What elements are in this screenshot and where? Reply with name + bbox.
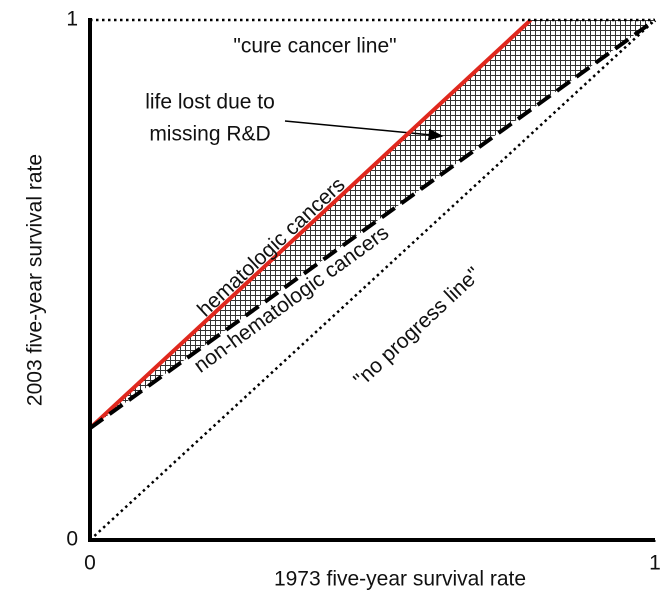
annotation: life lost due to	[145, 91, 275, 114]
x-tick-label: 1	[649, 552, 661, 575]
series-label: "cure cancer line"	[233, 35, 396, 58]
series-line	[88, 18, 533, 430]
series-line	[89, 19, 656, 541]
series-line	[88, 18, 657, 430]
annotation: missing R&D	[149, 123, 270, 146]
y-axis-label: 2003 five-year survival rate	[24, 154, 47, 406]
y-tick-label: 0	[66, 528, 78, 551]
x-axis-label: 1973 five-year survival rate	[274, 568, 526, 591]
x-tick-label: 0	[84, 552, 96, 575]
y-tick-label: 1	[66, 8, 78, 31]
annotation-arrow	[284, 120, 444, 141]
